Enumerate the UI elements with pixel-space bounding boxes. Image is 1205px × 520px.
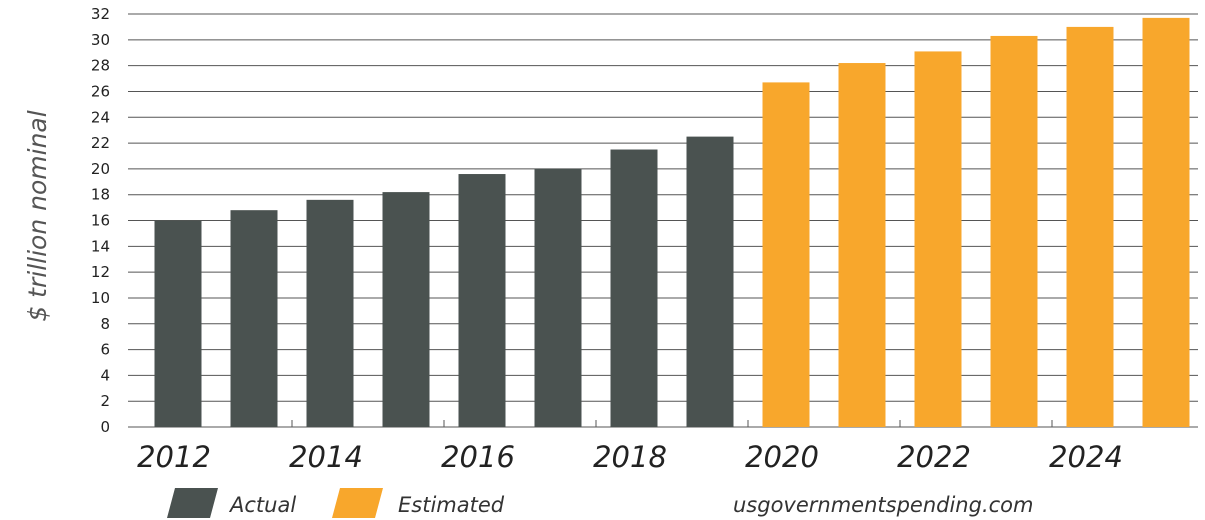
x-tick-label: 2018: [593, 440, 667, 474]
bar-2023: [990, 35, 1038, 428]
y-tick-label: 14: [91, 237, 110, 255]
x-tick-label: 2022: [897, 440, 971, 474]
y-tick-label: 8: [100, 315, 110, 333]
y-tick-label: 18: [91, 186, 110, 204]
y-tick-label: 2: [100, 392, 110, 410]
x-tick-label: 2014: [289, 440, 363, 474]
y-tick-label: 28: [91, 57, 110, 75]
x-tick-label: 2012: [137, 440, 211, 474]
y-tick-label: 24: [91, 108, 110, 126]
x-tick-label: 2016: [441, 440, 515, 474]
legend-swatch-actual: [167, 488, 218, 518]
bar-2018: [610, 149, 658, 427]
bar-2022: [914, 51, 962, 427]
x-tick-label: 2020: [745, 440, 819, 474]
legend-item-estimated: Estimated: [332, 488, 505, 518]
source-credit: usgovernmentspending.com: [733, 493, 1033, 517]
y-tick-label: 12: [91, 263, 110, 281]
bar-2021: [838, 63, 886, 427]
y-tick-label: 6: [100, 341, 110, 359]
legend-label-estimated: Estimated: [398, 493, 505, 517]
y-tick-label: 20: [91, 160, 110, 178]
bar-2020: [762, 82, 810, 427]
y-tick-label: 30: [91, 31, 110, 49]
y-tick-label: 4: [100, 366, 110, 384]
y-tick-label: 16: [91, 212, 110, 230]
y-axis-label: $ trillion nominal: [23, 110, 52, 321]
bar-2024: [1066, 26, 1114, 427]
bar-2015: [382, 192, 430, 427]
legend: Actual Estimated: [167, 488, 505, 518]
y-tick-label: 32: [91, 5, 110, 23]
bar-2019: [686, 136, 734, 427]
bar-2013: [230, 210, 278, 427]
bar-2012: [154, 220, 202, 427]
bars: [154, 17, 1190, 428]
legend-swatch-estimated: [332, 488, 383, 518]
legend-item-actual: Actual: [167, 488, 296, 518]
y-tick-label: 10: [91, 289, 110, 307]
y-tick-label: 26: [91, 82, 110, 100]
y-tick-label: 0: [100, 418, 110, 436]
bar-2014: [306, 199, 354, 427]
bar-2016: [458, 174, 506, 427]
x-axis-ticks: 2012 2014 2016 2018 2020 2022 2024: [137, 440, 1123, 474]
bar-2025: [1142, 17, 1190, 427]
y-tick-label: 22: [91, 134, 110, 152]
bar-2017: [534, 168, 582, 427]
legend-label-actual: Actual: [228, 493, 296, 517]
x-tick-label: 2024: [1049, 440, 1123, 474]
